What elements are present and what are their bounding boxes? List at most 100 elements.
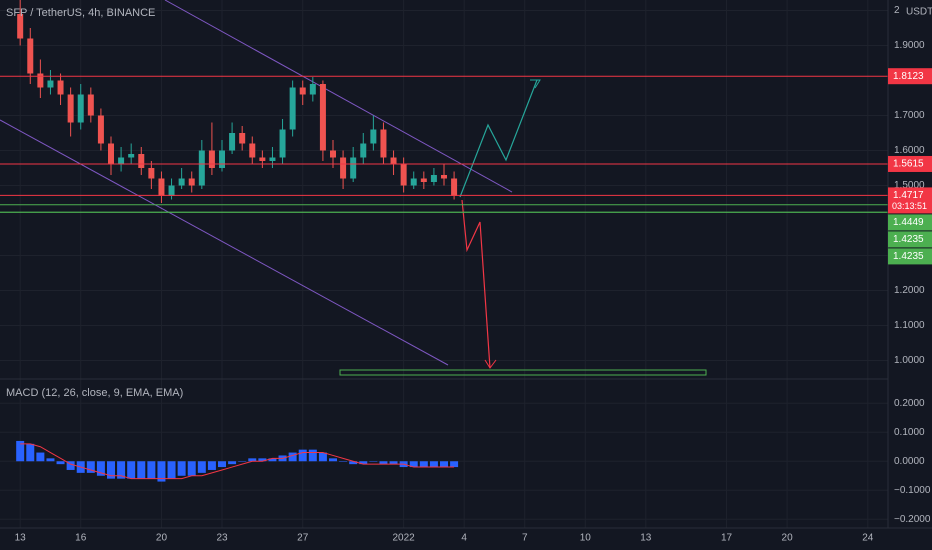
candle-body — [259, 157, 266, 161]
x-tick-label: 17 — [721, 533, 733, 544]
macd-bar — [248, 458, 257, 462]
macd-tick-label: 0.0000 — [894, 456, 925, 467]
candle-body — [198, 150, 205, 186]
macd-bar — [238, 461, 247, 462]
grid — [0, 0, 888, 528]
arrow-head — [530, 79, 541, 89]
macd-bar — [329, 458, 337, 462]
candle-body — [168, 185, 175, 196]
candle-body — [67, 94, 74, 123]
macd-bar — [409, 461, 418, 468]
macd-bar — [369, 461, 378, 462]
price-label-box — [888, 155, 932, 172]
candle-body — [158, 178, 165, 196]
price-label-box — [888, 248, 932, 265]
macd-bar — [137, 461, 146, 479]
price-label: 1.4235 — [893, 251, 924, 262]
price-label: 1.4717 — [893, 190, 924, 201]
macd-bar — [36, 452, 45, 462]
candle-body — [77, 94, 84, 123]
candle-body — [178, 178, 185, 186]
price-label-box — [888, 68, 932, 85]
price-label: 1.8123 — [893, 71, 924, 82]
macd-bar — [86, 461, 95, 473]
x-tick-label: 2022 — [393, 533, 416, 544]
macd-bar — [450, 461, 459, 468]
macd-bar — [16, 440, 25, 462]
x-tick-label: 10 — [580, 533, 592, 544]
y-tick-label: 1.1000 — [894, 320, 925, 331]
candle-body — [138, 154, 145, 168]
x-tick-label: 13 — [15, 533, 27, 544]
macd-bar — [288, 452, 297, 462]
candle-body — [108, 143, 114, 165]
x-tick-label: 20 — [156, 533, 168, 544]
countdown: 03:13:51 — [892, 201, 927, 211]
candle-body — [370, 129, 377, 144]
candle-body — [420, 178, 427, 182]
macd-bar — [197, 461, 206, 473]
macd-bar — [440, 461, 448, 468]
candle-body — [188, 178, 195, 186]
candle-body — [309, 84, 316, 95]
candle-body — [279, 129, 286, 158]
chart-title: SFP / TetherUS, 4h, BINANCE — [6, 7, 155, 19]
candle-body — [340, 157, 347, 179]
x-tick-label: 27 — [297, 533, 309, 544]
candle-body — [47, 80, 54, 88]
price-label: 1.5615 — [893, 159, 924, 170]
candle-body — [269, 157, 276, 161]
candle-body — [249, 143, 256, 158]
macd-bar — [349, 461, 358, 465]
macd-bar — [258, 458, 267, 462]
macd-bar — [107, 461, 115, 479]
candle-body — [451, 178, 458, 196]
candle-body — [229, 133, 236, 151]
macd-bar — [66, 461, 75, 470]
target-zone — [339, 369, 707, 376]
macd-tick-label: −0.1000 — [894, 485, 931, 496]
candle-body — [400, 164, 407, 186]
candle-body — [97, 115, 104, 144]
signal-line — [20, 443, 455, 480]
bull-path — [459, 79, 538, 198]
macd-bar — [96, 461, 105, 476]
price-label-box — [888, 187, 932, 214]
macd-bar — [318, 452, 327, 462]
candle-body — [380, 129, 387, 158]
candle-body — [319, 84, 326, 151]
price-label: 1.4235 — [893, 234, 924, 245]
candle-body — [128, 154, 135, 158]
y-tick-label: 2 — [894, 5, 900, 16]
candle-body — [239, 133, 246, 144]
macd-bar — [177, 461, 186, 476]
candle-body — [37, 73, 44, 88]
macd-bar — [339, 461, 348, 462]
y-tick-label: 1.0000 — [894, 355, 925, 366]
bear-path — [461, 199, 491, 369]
macd-bar — [127, 461, 136, 479]
x-tick-label: 13 — [640, 533, 652, 544]
x-tick-label: 20 — [782, 533, 794, 544]
price-label-box — [888, 231, 932, 248]
macd-bar — [419, 461, 428, 468]
y-tick-label: 1.9000 — [894, 40, 925, 51]
macd-bar — [117, 461, 126, 479]
macd-bar — [308, 449, 317, 462]
candle-body — [57, 80, 64, 95]
candle-body — [219, 150, 225, 168]
channel-line — [164, 0, 513, 193]
macd-bar — [429, 461, 438, 468]
macd-title: MACD (12, 26, close, 9, EMA, EMA) — [6, 387, 183, 399]
channel-line — [0, 119, 449, 366]
macd-bar — [268, 458, 277, 462]
macd-bar — [26, 443, 35, 462]
candle-body — [360, 143, 367, 158]
price-label-box — [888, 214, 932, 231]
y-tick-label: 1.5000 — [894, 180, 925, 191]
y-tick-label: 1.7000 — [894, 110, 925, 121]
macd-bar — [56, 461, 65, 465]
y-tick-label: 1.6000 — [894, 145, 925, 156]
